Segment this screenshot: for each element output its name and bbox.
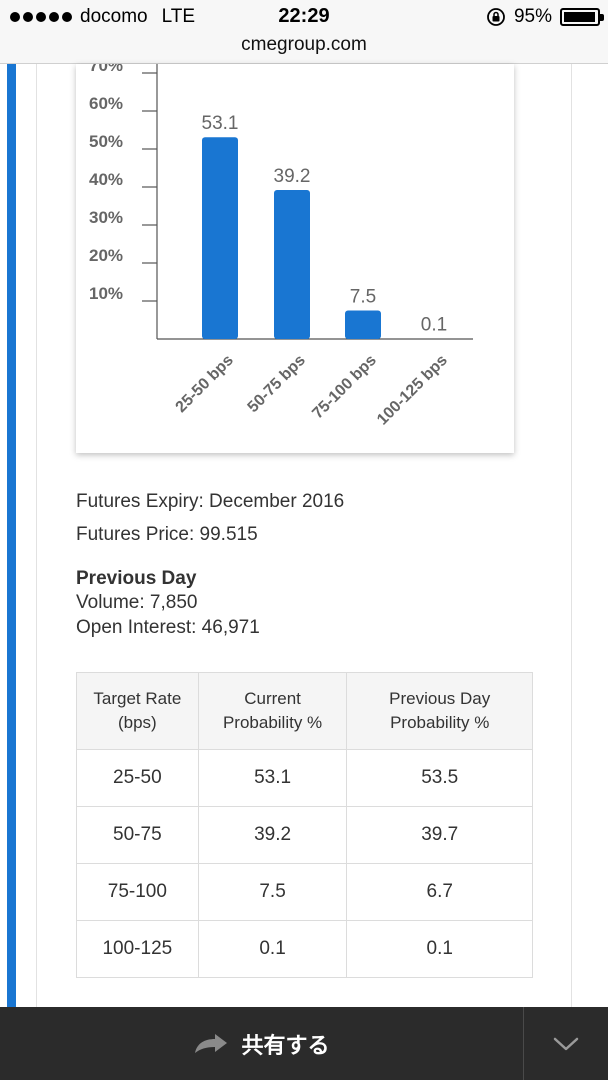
x-category-label: 75-100 bps <box>309 352 380 423</box>
bar-value-label: 39.2 <box>274 166 311 187</box>
page-accent-bar <box>7 64 16 1008</box>
header-line: Probability % <box>222 713 323 732</box>
cell-target-rate: 100-125 <box>76 920 199 978</box>
bar-value-label: 0.1 <box>421 315 447 336</box>
status-left: docomo LTE <box>10 6 195 28</box>
y-tick-label: 70% <box>89 64 123 75</box>
status-bar: docomo LTE 22:29 95% <box>0 0 608 34</box>
previous-day-volume: Volume: 7,850 <box>76 592 198 613</box>
battery-icon <box>560 8 604 26</box>
network-type: LTE <box>161 6 196 27</box>
x-category-label: 100-125 bps <box>374 352 451 429</box>
share-bar-divider <box>523 1007 524 1080</box>
cell-current-probability: 53.1 <box>197 749 348 807</box>
table-row: 25-50 53.1 53.5 <box>76 749 533 807</box>
header-line: Current <box>244 689 301 708</box>
chart-bar <box>345 310 381 339</box>
previous-day-open-interest: Open Interest: 46,971 <box>76 617 260 638</box>
header-previous-day-probability: Previous Day Probability % <box>346 672 533 750</box>
cell-current-probability: 0.1 <box>197 920 348 978</box>
cell-previous-probability: 53.5 <box>346 749 533 807</box>
cell-previous-probability: 6.7 <box>346 863 533 921</box>
chart-bar <box>274 190 310 339</box>
carrier-name: docomo <box>80 6 148 27</box>
share-bar: 共有する <box>0 1007 608 1080</box>
table-row: 75-100 7.5 6.7 <box>76 863 533 921</box>
url-text[interactable]: cmegroup.com <box>241 34 367 55</box>
probability-bar-chart: 10% 20% 30% 40% 50% 60% 70% 53.1 39.2 7.5 0.1 25-50… <box>89 64 473 429</box>
futures-price: Futures Price: 99.515 <box>76 524 258 545</box>
y-tick-label: 20% <box>89 246 123 265</box>
cell-current-probability: 39.2 <box>197 806 348 864</box>
battery-percent: 95% <box>513 6 552 27</box>
table-row: 100-125 0.1 0.1 <box>76 920 533 978</box>
probability-table: Target Rate (bps) Current Probability % … <box>76 672 533 978</box>
bar-value-label: 7.5 <box>350 287 376 308</box>
expand-button[interactable] <box>524 1007 608 1080</box>
cell-previous-probability: 0.1 <box>346 920 533 978</box>
status-time: 22:29 <box>278 5 330 27</box>
signal-strength-icon <box>10 12 72 22</box>
content-border-right <box>571 64 572 1008</box>
y-tick-label: 40% <box>89 170 123 189</box>
cell-target-rate: 75-100 <box>76 863 199 921</box>
rotation-lock-icon <box>487 8 505 26</box>
share-button[interactable]: 共有する <box>0 1007 523 1080</box>
previous-day-heading: Previous Day <box>76 568 197 589</box>
y-tick-label: 30% <box>89 208 123 227</box>
header-line: (bps) <box>117 713 157 732</box>
address-bar[interactable]: cmegroup.com <box>0 34 608 64</box>
cell-target-rate: 25-50 <box>76 749 199 807</box>
cell-target-rate: 50-75 <box>76 806 199 864</box>
cell-current-probability: 7.5 <box>197 863 348 921</box>
header-line: Target Rate <box>93 689 182 708</box>
share-arrow-icon <box>195 1033 228 1053</box>
futures-expiry: Futures Expiry: December 2016 <box>76 491 345 512</box>
cell-previous-probability: 39.7 <box>346 806 533 864</box>
chevron-down-icon <box>553 1037 579 1050</box>
x-category-label: 25-50 bps <box>173 352 237 416</box>
share-label: 共有する <box>241 1032 330 1058</box>
y-tick-label: 10% <box>89 284 123 303</box>
header-target-rate: Target Rate (bps) <box>76 672 199 750</box>
chart-bar <box>202 137 238 339</box>
x-category-label: 50-75 bps <box>245 352 309 416</box>
y-tick-label: 50% <box>89 132 123 151</box>
table-header-row: Target Rate (bps) Current Probability % … <box>76 672 533 750</box>
header-line: Previous Day <box>389 689 491 708</box>
probability-chart-card: 10% 20% 30% 40% 50% 60% 70% 53.1 39.2 7.5 0.1 25-50… <box>76 64 514 453</box>
content-border-left <box>36 64 37 1008</box>
header-current-probability: Current Probability % <box>197 672 348 750</box>
header-line: Probability % <box>390 713 490 732</box>
y-tick-label: 60% <box>89 94 123 113</box>
bar-value-label: 53.1 <box>202 113 239 134</box>
status-right: 95% <box>486 6 604 28</box>
table-row: 50-75 39.2 39.7 <box>76 806 533 864</box>
